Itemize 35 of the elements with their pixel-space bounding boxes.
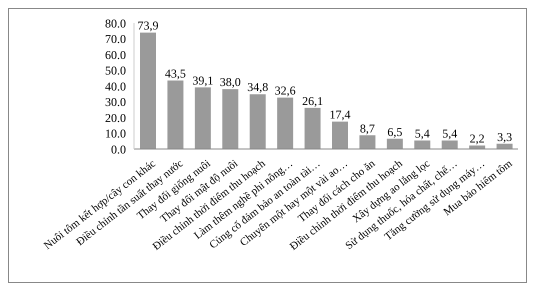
data-label: 6,5 — [387, 124, 402, 139]
data-label: 5,4 — [414, 126, 430, 140]
data-label: 17,4 — [330, 108, 350, 122]
data-label: 73,9 — [138, 18, 158, 33]
bar — [194, 87, 211, 149]
data-label: 3,3 — [497, 130, 512, 144]
bar — [442, 140, 458, 149]
bar — [222, 89, 238, 149]
bar — [359, 135, 376, 149]
bar — [140, 32, 156, 149]
y-tick-label: 10.0 — [105, 126, 126, 141]
y-tick-label: 60.0 — [105, 48, 126, 62]
bar — [304, 108, 321, 149]
data-label: 43,5 — [164, 66, 186, 80]
bar — [250, 94, 266, 149]
y-tick-label: 40.0 — [105, 79, 126, 94]
bar — [277, 98, 294, 149]
data-label: 39,1 — [192, 73, 214, 88]
data-label: 32,6 — [274, 84, 296, 98]
y-tick-label: 80.0 — [105, 16, 126, 30]
y-tick-label: 20.0 — [105, 110, 126, 125]
bar — [332, 122, 348, 149]
bar — [414, 140, 430, 149]
data-label: 2,2 — [470, 132, 485, 146]
bar — [386, 138, 403, 149]
y-tick-label: 70.0 — [105, 32, 126, 46]
bar — [167, 80, 184, 149]
data-label: 5,4 — [442, 126, 458, 140]
data-label: 38,0 — [220, 75, 241, 90]
data-label: 34,8 — [247, 80, 268, 94]
data-label: 8,7 — [360, 121, 375, 136]
y-tick-label: 0.0 — [111, 142, 126, 156]
y-tick-label: 50.0 — [105, 64, 126, 78]
data-label: 26,1 — [302, 94, 324, 108]
y-tick-label: 30.0 — [105, 95, 126, 110]
